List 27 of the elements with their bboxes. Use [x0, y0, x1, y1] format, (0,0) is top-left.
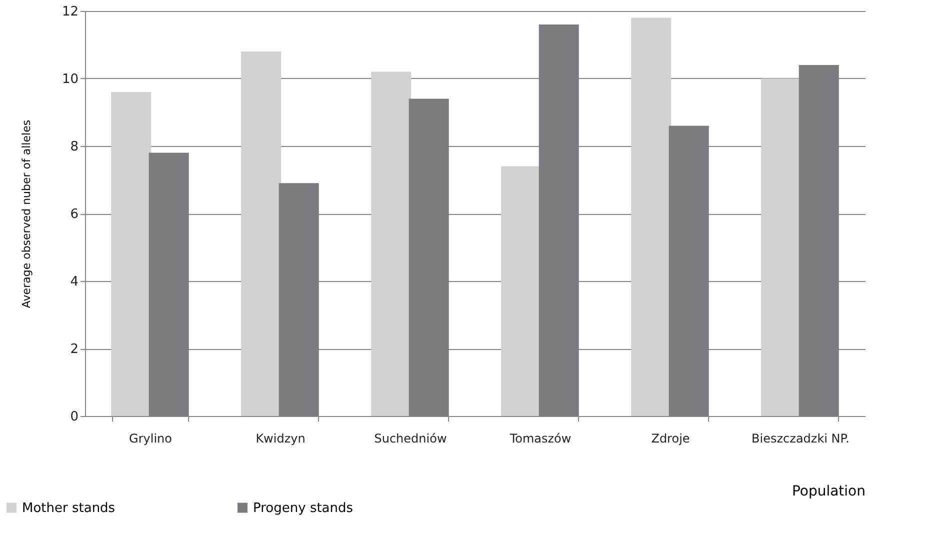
bar — [538, 24, 579, 416]
y-tick-label: 8 — [70, 140, 78, 154]
x-tick-label: Zdroje — [651, 432, 690, 446]
x-tick-label: Grylino — [129, 432, 172, 446]
bar — [371, 72, 412, 416]
bar — [111, 92, 152, 416]
y-axis-title: Average observed nuber of alleles — [20, 120, 33, 308]
legend-label: Mother stands — [22, 500, 116, 516]
legend-label: Progeny stands — [253, 500, 354, 516]
y-tick-label: 10 — [62, 72, 78, 87]
bar — [241, 52, 282, 416]
y-tick-label: 12 — [62, 4, 78, 20]
x-tick-label: Bieszczadzki NP. — [752, 432, 850, 446]
bar — [668, 126, 709, 416]
y-tick-label: 6 — [70, 207, 78, 222]
bar — [798, 65, 839, 416]
bar — [408, 98, 449, 416]
y-tick-label: 0 — [70, 410, 78, 424]
x-tick-label: Suchedniów — [374, 432, 447, 446]
bar — [631, 18, 672, 416]
bar — [148, 152, 189, 416]
y-tick-label: 2 — [70, 342, 78, 357]
x-tick-label: Tomaszów — [508, 432, 572, 446]
x-axis-title: Population — [792, 484, 866, 500]
y-tick-label: 4 — [70, 274, 78, 290]
x-tick-label: Kwidzyn — [256, 432, 306, 446]
bar — [278, 183, 319, 416]
